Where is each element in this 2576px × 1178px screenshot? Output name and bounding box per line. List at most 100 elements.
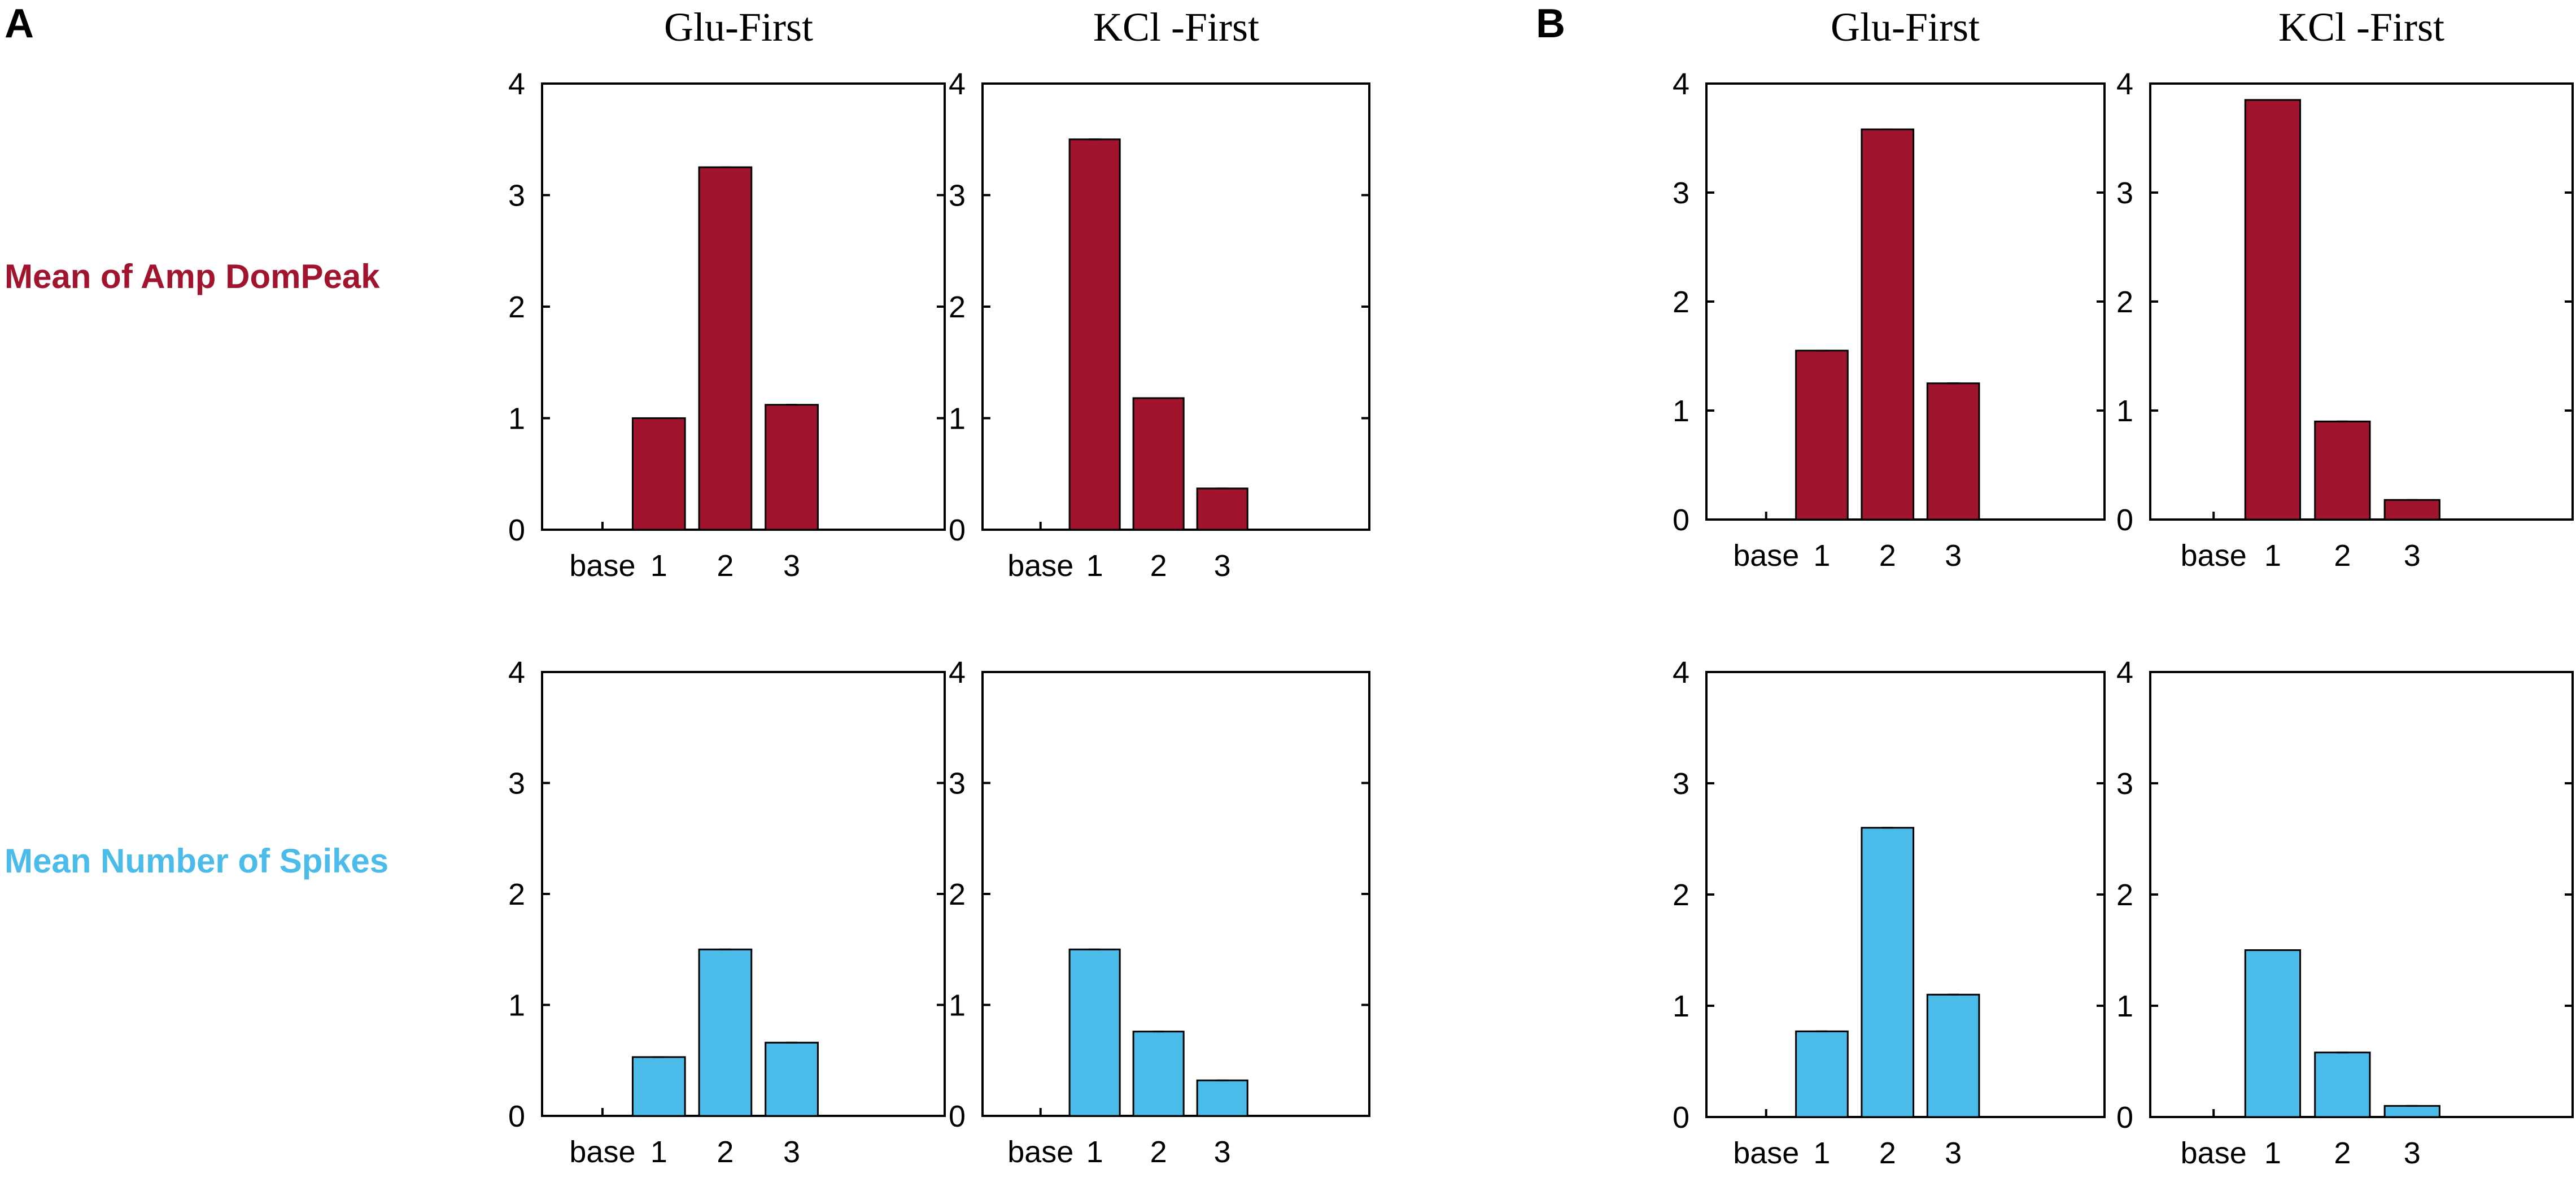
y-tick-label: 1 <box>1673 989 1689 1023</box>
y-tick-label: 2 <box>1673 878 1689 912</box>
y-tick-label: 4 <box>949 656 966 690</box>
x-tick-label: 3 <box>1214 1135 1231 1169</box>
bar-1 <box>1795 350 1849 521</box>
y-tick-label: 0 <box>2116 503 2133 537</box>
bar-3 <box>1926 993 1980 1118</box>
x-tick-label: 3 <box>2404 539 2421 573</box>
x-tick-label: 1 <box>650 549 667 583</box>
bar-2 <box>1861 827 1915 1118</box>
bar-2 <box>2314 1052 2371 1118</box>
x-tick-label: 3 <box>783 549 800 583</box>
x-tick-label: 2 <box>1150 549 1167 583</box>
chart-1: 0 1 2 3 4 base 1 2 3 <box>949 67 1370 583</box>
x-tick-label: base <box>2181 1136 2247 1170</box>
bar-3 <box>765 1041 819 1117</box>
x-tick-label: 3 <box>1214 549 1231 583</box>
x-tick-label: 3 <box>1945 1136 1962 1170</box>
y-tick-label: 3 <box>1673 767 1689 801</box>
x-tick-label: base <box>2181 539 2247 573</box>
y-tick-label: 4 <box>2116 656 2133 690</box>
y-tick-label: 2 <box>2116 285 2133 319</box>
y-tick-label: 2 <box>1673 285 1689 319</box>
y-tick-label: 0 <box>1673 1101 1689 1135</box>
chart-7: 0 1 2 3 4 base 1 2 3 <box>2116 656 2574 1170</box>
y-tick-label: 3 <box>949 179 966 213</box>
bar-1 <box>2244 99 2302 521</box>
y-tick-label: 0 <box>508 1100 525 1133</box>
y-tick-label: 0 <box>508 513 525 547</box>
chart-5: 0 1 2 3 4 base 1 2 3 <box>949 656 1370 1169</box>
panel-label-a: A <box>5 1 34 46</box>
bar-2 <box>1132 1031 1185 1117</box>
bar-2 <box>698 948 753 1117</box>
y-tick-label: 3 <box>2116 176 2133 210</box>
x-tick-label: 1 <box>1813 539 1830 573</box>
x-tick-label: base <box>569 549 635 583</box>
y-tick-label: 1 <box>508 402 525 436</box>
x-tick-label: 2 <box>717 1135 733 1169</box>
x-tick-label: 1 <box>1086 549 1103 583</box>
x-tick-label: 2 <box>1879 539 1896 573</box>
y-tick-label: 1 <box>949 989 966 1023</box>
x-tick-label: 2 <box>1879 1136 1896 1170</box>
bar-3 <box>2383 1105 2440 1118</box>
bar-3 <box>765 404 819 531</box>
bar-2 <box>2314 420 2371 521</box>
row-label-amp-dompeak: Mean of Amp DomPeak <box>5 258 380 295</box>
bar-1 <box>1068 948 1121 1117</box>
bar-1 <box>2244 949 2302 1118</box>
y-tick-label: 2 <box>949 290 966 324</box>
x-tick-label: 3 <box>2404 1136 2421 1170</box>
row-label-number-of-spikes: Mean Number of Spikes <box>5 842 388 880</box>
x-tick-label: base <box>1007 1135 1073 1169</box>
column-title-b-glu: Glu-First <box>1831 5 1980 50</box>
x-tick-label: 2 <box>2334 539 2351 573</box>
y-tick-label: 0 <box>949 1100 966 1133</box>
bar-3 <box>2383 499 2440 521</box>
column-title-a-kcl: KCl -First <box>1093 5 1259 50</box>
bar-3 <box>1196 1079 1248 1117</box>
chart-3: 0 1 2 3 4 base 1 2 3 <box>2116 67 2574 573</box>
y-tick-label: 0 <box>1673 503 1689 537</box>
bar-1 <box>1068 138 1121 531</box>
y-tick-label: 4 <box>2116 67 2133 101</box>
axes-frame <box>2149 671 2574 1118</box>
bar-2 <box>698 166 753 531</box>
y-tick-label: 2 <box>508 290 525 324</box>
y-tick-label: 4 <box>949 67 966 101</box>
y-tick-label: 2 <box>508 878 525 911</box>
y-tick-label: 2 <box>949 878 966 911</box>
y-tick-label: 1 <box>2116 989 2133 1023</box>
y-tick-label: 2 <box>2116 878 2133 912</box>
chart-2: 0 1 2 3 4 base 1 2 3 <box>1673 67 2106 573</box>
y-tick-label: 1 <box>2116 394 2133 428</box>
y-tick-label: 3 <box>1673 176 1689 210</box>
chart-0: 0 1 2 3 4 base 1 2 3 <box>508 67 946 583</box>
x-tick-label: 1 <box>2264 1136 2281 1170</box>
x-tick-label: 3 <box>783 1135 800 1169</box>
y-tick-label: 3 <box>508 767 525 801</box>
x-tick-label: base <box>1733 539 1799 573</box>
y-tick-label: 4 <box>1673 67 1689 101</box>
x-tick-label: base <box>1733 1136 1799 1170</box>
bar-1 <box>631 1056 686 1117</box>
bar-1 <box>631 417 686 531</box>
x-tick-label: base <box>1007 549 1073 583</box>
bar-2 <box>1132 397 1185 531</box>
y-tick-label: 0 <box>949 513 966 547</box>
column-title-b-kcl: KCl -First <box>2278 5 2444 50</box>
x-tick-label: 2 <box>1150 1135 1167 1169</box>
y-tick-label: 3 <box>508 179 525 213</box>
x-tick-label: 2 <box>717 549 733 583</box>
y-tick-label: 4 <box>508 67 525 101</box>
x-tick-label: 1 <box>650 1135 667 1169</box>
y-tick-label: 1 <box>1673 394 1689 428</box>
x-tick-label: 2 <box>2334 1136 2351 1170</box>
y-tick-label: 1 <box>508 989 525 1023</box>
x-tick-label: 1 <box>1086 1135 1103 1169</box>
y-tick-label: 4 <box>1673 656 1689 690</box>
bar-3 <box>1926 382 1980 521</box>
column-title-a-glu: Glu-First <box>664 5 813 50</box>
chart-4: 0 1 2 3 4 base 1 2 3 <box>508 656 946 1169</box>
